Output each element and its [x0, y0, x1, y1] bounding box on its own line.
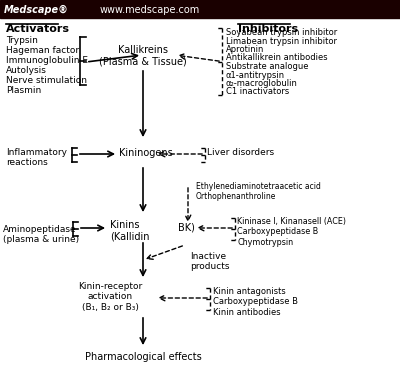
- Text: Ethylenediaminotetraacetic acid
Orthophenanthroline: Ethylenediaminotetraacetic acid Orthophe…: [196, 182, 321, 201]
- Text: Hageman factor: Hageman factor: [6, 46, 79, 55]
- Text: Autolysis: Autolysis: [6, 66, 47, 75]
- Text: Activators: Activators: [6, 24, 70, 34]
- Text: Kininogens: Kininogens: [119, 148, 173, 158]
- Text: Kallikreins
(Plasma & Tissue): Kallikreins (Plasma & Tissue): [99, 45, 187, 67]
- Bar: [0, 0, 400, 18]
- Text: Limabean trypsin inhibitor: Limabean trypsin inhibitor: [226, 36, 337, 45]
- Text: α₂-macroglobulin: α₂-macroglobulin: [226, 79, 298, 88]
- Text: Kinins
(Kallidin: Kinins (Kallidin: [110, 220, 150, 242]
- Text: Soyabean trypsin inhibitor: Soyabean trypsin inhibitor: [226, 28, 337, 37]
- Text: Kinin antagonists
Carboxypeptidase B
Kinin antibodies: Kinin antagonists Carboxypeptidase B Kin…: [213, 287, 298, 317]
- Text: www.medscape.com: www.medscape.com: [100, 5, 200, 15]
- Text: Plasmin: Plasmin: [6, 86, 41, 95]
- Text: Inflammatory
reactions: Inflammatory reactions: [6, 148, 67, 167]
- Text: C1 inactivators: C1 inactivators: [226, 88, 289, 97]
- Text: Inhibitors: Inhibitors: [238, 24, 298, 34]
- Text: Substrate analogue: Substrate analogue: [226, 62, 308, 71]
- Text: Medscape®: Medscape®: [4, 5, 69, 15]
- Text: Immunoglobulin E: Immunoglobulin E: [6, 56, 88, 65]
- Text: Aprotinin: Aprotinin: [226, 45, 264, 54]
- Text: Liver disorders: Liver disorders: [207, 148, 274, 157]
- Text: Nerve stimulation: Nerve stimulation: [6, 76, 87, 85]
- Text: Antikallikrein antibodies: Antikallikrein antibodies: [226, 54, 328, 62]
- Text: Aminopeptidase
(plasma & urine): Aminopeptidase (plasma & urine): [3, 225, 79, 244]
- Text: Kinin-receptor
activation
(B₁, B₂ or B₃): Kinin-receptor activation (B₁, B₂ or B₃): [78, 282, 142, 312]
- Text: α1-antitrypsin: α1-antitrypsin: [226, 71, 285, 80]
- Text: Kininase I, KinanaseII (ACE)
Carboxypeptidase B
Chymotrypsin: Kininase I, KinanaseII (ACE) Carboxypept…: [237, 217, 346, 247]
- Text: Pharmacological effects: Pharmacological effects: [85, 352, 201, 362]
- Text: BK): BK): [178, 222, 195, 232]
- Text: Trypsin: Trypsin: [6, 36, 38, 45]
- Text: Inactive
products: Inactive products: [190, 252, 230, 271]
